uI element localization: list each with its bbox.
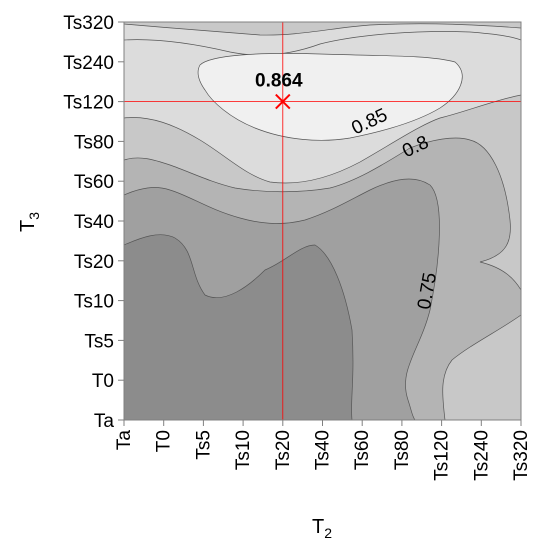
contour-band-lowest-corner [442, 314, 521, 420]
x-axis: Ta T0 Ts5 Ts10 Ts20 Ts40 Ts60 Ts80 Ts120 Ts240 Ts3… [114, 419, 532, 481]
contour-fill-group [124, 22, 521, 420]
x-tick-label-Ts80: Ts80 [392, 430, 413, 470]
max-crosshair [124, 22, 521, 420]
y-tick-label-Ts320: Ts320 [63, 13, 114, 34]
x-tick-label-Ts20: Ts20 [273, 430, 294, 470]
max-marker-stroke-b [275, 93, 291, 110]
y-axis-title-main: T [17, 220, 39, 232]
x-tick-label-Ta: Ta [114, 430, 135, 451]
y-axis-title-sub: 3 [26, 212, 42, 220]
y-tick-label-Ts40: Ts40 [74, 212, 114, 233]
x-axis-title: T2 [312, 516, 332, 541]
y-tick-label-Ta: Ta [94, 411, 115, 432]
y-tick-label-Ts80: Ts80 [74, 132, 114, 153]
y-tick-label-T0: T0 [92, 371, 114, 392]
x-tick-label-Ts120: Ts120 [432, 430, 453, 481]
y-tick-label-Ts10: Ts10 [74, 292, 114, 313]
x-tick-label-Ts320: Ts320 [511, 430, 532, 481]
x-axis-title-sub: 2 [324, 525, 332, 541]
contour-band-peak [197, 53, 463, 141]
y-tick-label-Ts240: Ts240 [63, 53, 114, 74]
x-tick-label-Ts5: Ts5 [193, 430, 214, 460]
y-tick-label-Ts20: Ts20 [74, 252, 114, 273]
x-axis-title-main: T [312, 516, 324, 538]
contour-band-top [124, 22, 521, 36]
y-axis-title: T3 [17, 212, 42, 232]
y-axis: Ta T0 Ts5 Ts10 Ts20 Ts40 Ts60 Ts80 Ts120 Ts240 Ts3… [63, 13, 125, 432]
y-tick-label-Ts60: Ts60 [74, 172, 114, 193]
x-tick-label-Ts40: Ts40 [313, 430, 334, 470]
max-marker [275, 93, 291, 110]
y-tick-label-Ts5: Ts5 [84, 331, 114, 352]
x-tick-label-Ts10: Ts10 [233, 430, 254, 470]
x-tick-label-Ts60: Ts60 [352, 430, 373, 470]
y-tick-label-Ts120: Ts120 [63, 93, 114, 114]
max-value-label: 0.864 [255, 71, 303, 92]
x-tick-label-T0: T0 [154, 430, 175, 452]
x-tick-label-Ts240: Ts240 [471, 430, 492, 481]
